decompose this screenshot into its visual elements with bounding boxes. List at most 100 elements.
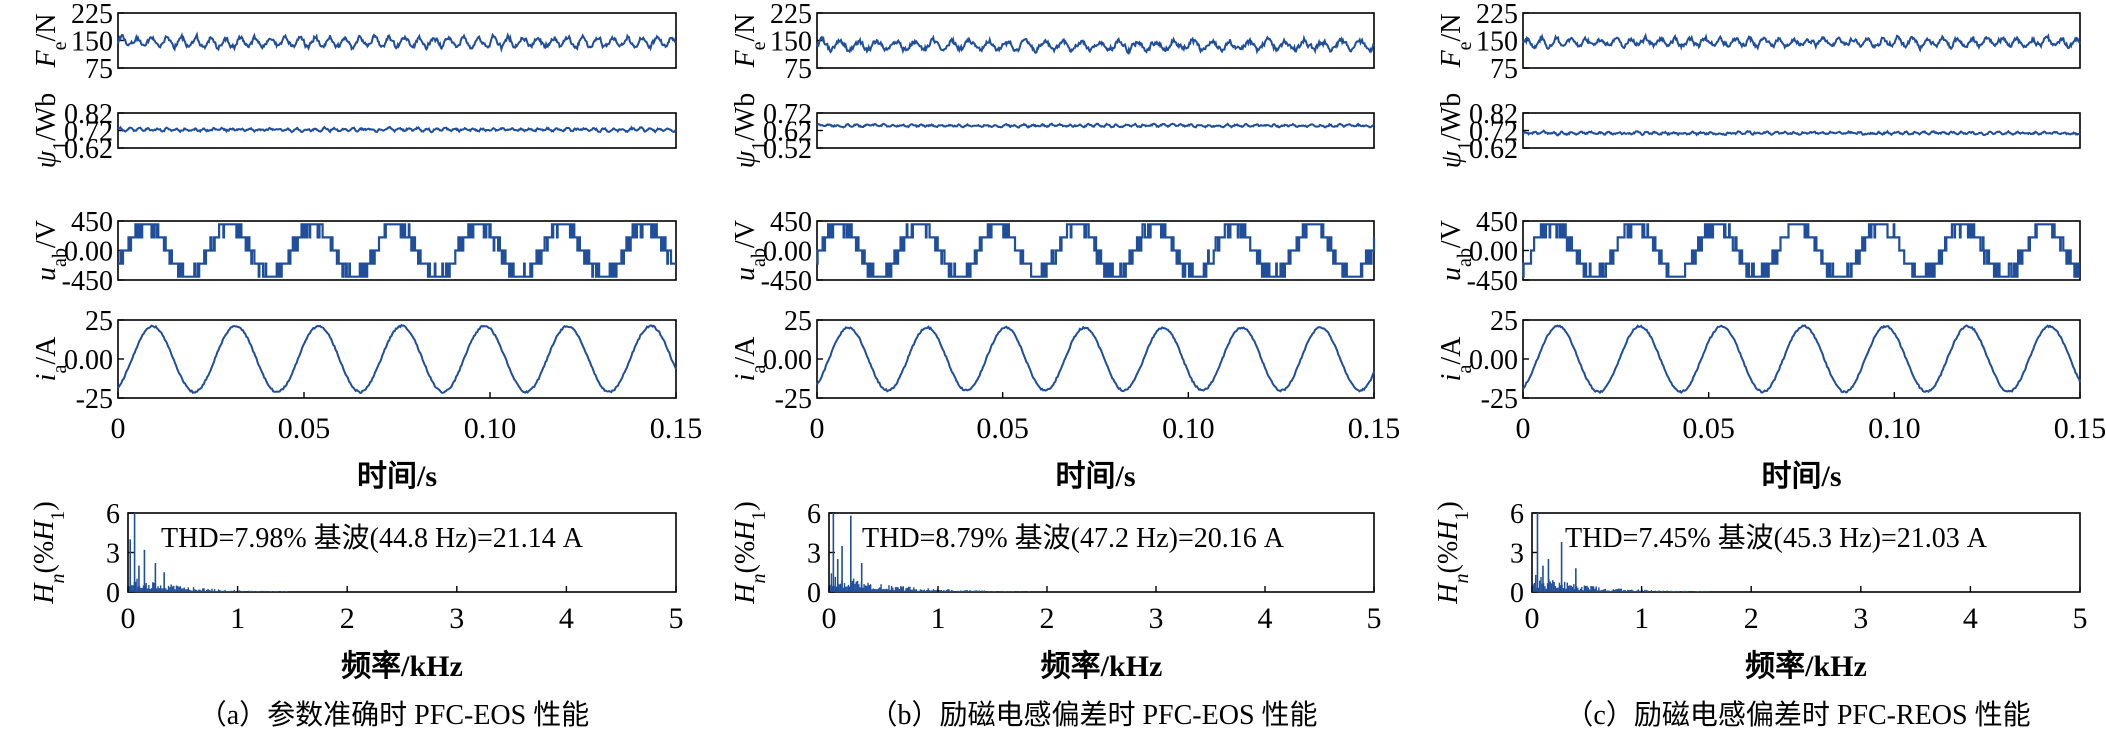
x-tick-label: 2 [1040, 602, 1055, 635]
x-axis-label: 频率/kHz [341, 650, 463, 683]
x-tick-label: 4 [1258, 602, 1273, 635]
y-axis-label-part: /A [730, 336, 761, 365]
series-line [1522, 223, 2080, 278]
y-tick-label: 0.52 [763, 134, 812, 165]
y-tick-label: 0.00 [763, 345, 812, 376]
y-axis-label-part: /Wb [31, 93, 62, 141]
y-axis-label-part: /V [1436, 220, 1467, 248]
x-tick-label: 3 [1853, 602, 1868, 635]
y-axis-label: Fe/N [730, 14, 770, 69]
thd-annotation: THD=8.79% 基波(47.2 Hz)=20.16 A [862, 522, 1285, 554]
y-axis-label-part: (% [29, 541, 60, 574]
x-tick-label: 5 [2073, 602, 2088, 635]
y-tick-label: 225 [71, 0, 113, 30]
y-axis-label-part: H [1433, 519, 1464, 542]
y-axis-label-part: ) [29, 501, 60, 510]
y-axis-label-part: ab [49, 248, 71, 267]
x-tick-label: 0.15 [1348, 412, 1401, 445]
plot-a-1: 0.620.720.82 [64, 99, 677, 165]
y-axis-label-part: a [1454, 365, 1476, 374]
y-axis-label-part: /V [31, 220, 62, 248]
y-tick-label: 0.00 [64, 345, 113, 376]
x-tick-label: 2 [340, 602, 355, 635]
y-axis-label-part: i [1436, 374, 1467, 382]
y-axis-label: Hn(%H1) [29, 501, 69, 604]
y-tick-label: -450 [62, 266, 113, 297]
y-tick-label: 25 [1490, 306, 1518, 337]
axes-frame [1522, 112, 2081, 149]
y-tick-label: -450 [1467, 266, 1518, 297]
y-axis-label-part: i [31, 374, 62, 382]
y-axis-label-part: /V [730, 220, 761, 248]
y-tick-label: 0.62 [1469, 134, 1518, 165]
y-tick-label: 75 [784, 54, 812, 85]
series-line [117, 31, 677, 53]
y-axis-label-part: /A [31, 336, 62, 365]
x-axis-label: 频率/kHz [1745, 650, 1867, 683]
x-tick-label: 1 [230, 602, 245, 635]
y-axis-label-part: (% [730, 541, 761, 574]
y-tick-label: 75 [85, 54, 113, 85]
y-axis-label: ψ1/Wb [730, 93, 770, 169]
x-tick-label: 0 [810, 412, 825, 445]
x-tick-label: 0 [1516, 412, 1531, 445]
y-tick-label: 3 [106, 539, 120, 570]
y-tick-label: 6 [807, 499, 821, 530]
x-tick-label: 2 [1744, 602, 1759, 635]
x-tick-label: 5 [1367, 602, 1382, 635]
axes-frame [1522, 12, 2081, 69]
y-tick-label: 25 [85, 306, 113, 337]
series-line [117, 323, 677, 394]
y-axis-label-part: u [31, 267, 62, 281]
x-tick-label: 1 [1634, 602, 1649, 635]
y-axis-label: Hn(%H1) [1433, 501, 1473, 604]
y-axis-label-part: 1 [748, 511, 770, 521]
y-tick-label: 150 [71, 27, 113, 58]
y-axis-label-part: /Wb [730, 93, 761, 141]
y-tick-label: 3 [807, 539, 821, 570]
y-axis-label-part: i [730, 374, 761, 382]
y-tick-label: 150 [770, 27, 812, 58]
y-axis-label-part: H [1433, 582, 1464, 605]
y-axis-label: ia/A [1436, 336, 1476, 381]
series-line [1522, 32, 2081, 53]
series-line [1522, 129, 2081, 137]
y-axis-label-part: e [1454, 41, 1476, 50]
x-axis-label: 时间/s [357, 460, 437, 493]
spectrum-b: 0 3 6 0 1 2 3 4 5 THD=8.79% 基波(47.2 Hz)=20.16 A 频率… [807, 499, 1382, 731]
y-tick-label: 6 [106, 499, 120, 530]
y-axis-label: uab/V [730, 220, 770, 281]
y-axis-label: uab/V [1436, 220, 1476, 281]
axes-frame [816, 112, 1375, 149]
y-axis-label: uab/V [31, 220, 71, 281]
y-tick-label: 0.62 [64, 134, 113, 165]
y-tick-label: 0.82 [64, 99, 113, 130]
x-tick-label: 5 [669, 602, 684, 635]
y-axis-label-part: ) [730, 501, 761, 510]
y-tick-label: 0.82 [1469, 99, 1518, 130]
y-tick-label: 0 [807, 578, 821, 609]
y-axis-label: Hn(%H1) [730, 501, 770, 604]
x-tick-label: 0 [1525, 602, 1540, 635]
y-axis-label-part: ψ [730, 150, 761, 168]
axes-frame [816, 319, 1375, 399]
x-tick-label: 0.05 [976, 412, 1029, 445]
y-tick-label: -25 [76, 384, 113, 415]
y-tick-label: -450 [761, 266, 812, 297]
y-tick-label: 75 [1490, 54, 1518, 85]
x-tick-label: 0.05 [278, 412, 331, 445]
y-tick-label: 450 [770, 207, 812, 238]
y-tick-label: 0.72 [1469, 117, 1518, 148]
y-tick-label: 3 [1510, 539, 1524, 570]
y-axis-label-part: ψ [1436, 150, 1467, 168]
panel-caption: （c）励磁电感偏差时 PFC-REOS 性能 [1565, 699, 2030, 731]
y-axis-label: ia/A [31, 336, 71, 381]
thd-annotation: THD=7.98% 基波(44.8 Hz)=21.14 A [161, 522, 584, 554]
plot-c-3: -25 0.00 25 0 0.05 0.10 0.15 时间/s [1469, 306, 2106, 493]
series-line [816, 34, 1375, 55]
y-axis-label-part: H [29, 519, 60, 542]
panel-caption: （a）参数准确时 PFC-EOS 性能 [199, 699, 589, 731]
